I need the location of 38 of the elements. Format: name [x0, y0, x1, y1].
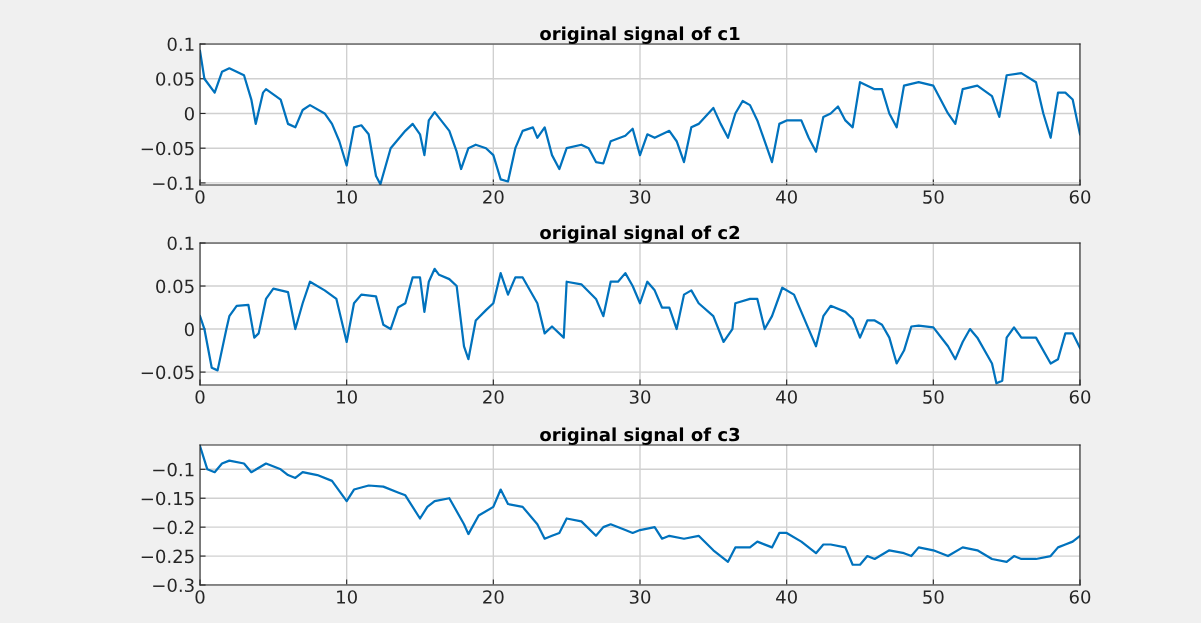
y-tick-label: −0.3	[153, 578, 194, 593]
x-tick-label: 0	[195, 390, 205, 404]
x-tick-label: 30	[629, 190, 651, 204]
x-tick-label: 40	[776, 190, 797, 204]
x-tick-label: 30	[629, 590, 651, 604]
x-tick-label: 50	[923, 390, 944, 404]
y-tick-label: 0.1	[167, 236, 194, 251]
chart-title: original signal of c1	[540, 26, 740, 44]
y-tick-label: −0.05	[141, 365, 194, 380]
x-tick-label: 20	[483, 390, 504, 404]
chart-title: original signal of c2	[540, 225, 740, 243]
x-tick-label: 60	[1069, 190, 1091, 204]
y-tick-label: −0.1	[153, 176, 194, 191]
x-tick-label: 50	[923, 190, 944, 204]
x-tick-label: 40	[776, 590, 797, 604]
y-tick-label: 0.05	[156, 279, 194, 294]
chart-title: original signal of c3	[540, 427, 740, 445]
x-tick-label: 30	[629, 390, 651, 404]
y-tick-label: 0	[184, 106, 194, 121]
y-tick-label: 0.1	[167, 37, 194, 52]
x-tick-label: 40	[776, 390, 797, 404]
x-tick-label: 20	[483, 590, 504, 604]
x-tick-label: 60	[1069, 590, 1091, 604]
y-tick-label: −0.15	[141, 491, 194, 506]
y-tick-label: −0.05	[141, 141, 194, 156]
x-tick-label: 10	[337, 590, 357, 604]
x-tick-label: 20	[483, 190, 504, 204]
x-tick-label: 0	[195, 190, 205, 204]
y-tick-label: 0.05	[156, 72, 194, 86]
x-tick-label: 10	[337, 190, 357, 204]
x-tick-label: 10	[337, 390, 357, 404]
y-tick-label: −0.25	[141, 549, 194, 564]
y-tick-label: −0.2	[153, 520, 194, 535]
x-tick-label: 0	[195, 590, 205, 604]
x-tick-label: 50	[923, 590, 944, 604]
y-tick-label: −0.1	[153, 462, 194, 477]
x-tick-label: 60	[1069, 390, 1091, 404]
y-tick-label: 0	[184, 322, 194, 337]
